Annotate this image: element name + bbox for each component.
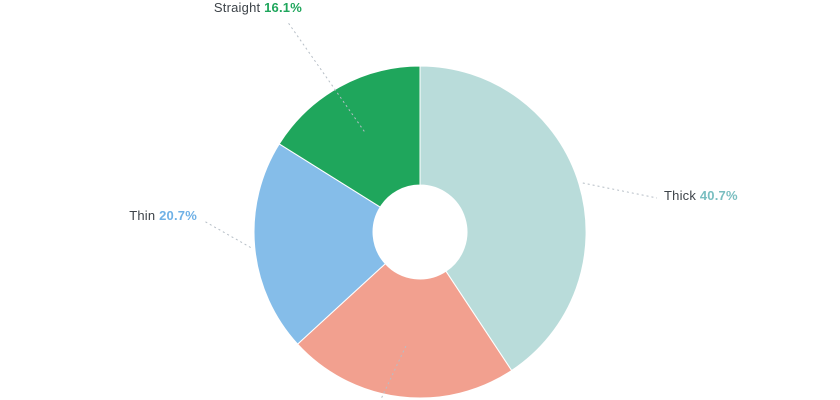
slice-label-straight: Straight 16.1% [214, 0, 302, 15]
leader-line-thin [203, 220, 251, 248]
leader-line-thick [582, 182, 658, 199]
slice-label-thick: Thick 40.7% [664, 188, 738, 203]
slice-label-thin: Thin 20.7% [129, 208, 197, 223]
donut-slice-thin[interactable] [253, 143, 386, 345]
donut-slice-straight[interactable] [278, 65, 421, 208]
donut-slice-bottom[interactable] [297, 263, 513, 399]
